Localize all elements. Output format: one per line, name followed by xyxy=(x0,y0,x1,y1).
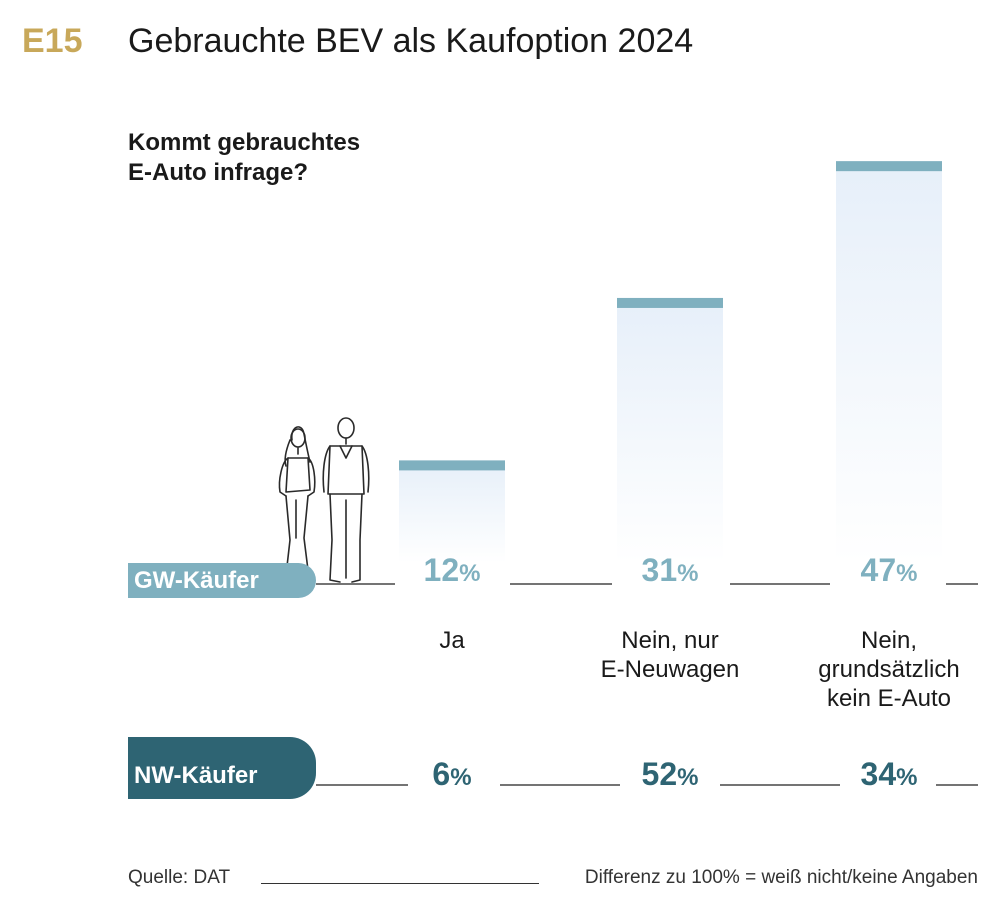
bar-2 xyxy=(617,297,723,563)
bar-cap-3 xyxy=(836,161,942,172)
bar-3 xyxy=(836,161,942,563)
nw-buyer-label: NW-Käufer xyxy=(128,737,316,799)
source-note: Quelle: DAT xyxy=(128,867,231,888)
question-line-2: E-Auto infrage? xyxy=(128,159,308,186)
category-label-2-line-2: E-Neuwagen xyxy=(600,656,740,683)
difference-note: Differenz zu 100% = weiß nicht/keine Ang… xyxy=(584,867,978,888)
category-label-3-line-1: Nein, xyxy=(860,627,918,654)
category-label-3-line-2: grundsätzlich xyxy=(818,656,960,683)
figure-code: E15 xyxy=(22,22,83,60)
category-label-2-line-1: Nein, nur xyxy=(621,627,719,654)
category-label-3: Nein, grundsätzlich kein E-Auto xyxy=(794,626,984,713)
gw-value-label-3: 47% xyxy=(860,552,918,588)
category-label-1-line-1: Ja xyxy=(439,627,465,654)
footer-divider xyxy=(261,883,539,884)
chart-question: Kommt gebrauchtes E-Auto infrage? xyxy=(128,128,428,188)
category-label-3-line-3: kein E-Auto xyxy=(826,685,952,712)
category-label-1: Ja xyxy=(357,626,547,655)
nw-value-label-1: 6% xyxy=(432,756,472,792)
gw-value-label-1: 12% xyxy=(423,552,481,588)
bar-1 xyxy=(399,460,505,563)
nw-value-label-2: 52% xyxy=(641,756,699,792)
nw-value-label-3: 34% xyxy=(860,756,918,792)
chart-title: Gebrauchte BEV als Kaufoption 2024 xyxy=(128,22,694,60)
gw-buyer-label: GW-Käufer xyxy=(128,563,316,598)
category-label-2: Nein, nur E-Neuwagen xyxy=(575,626,765,684)
question-line-1: Kommt gebrauchtes xyxy=(128,129,361,156)
bar-cap-2 xyxy=(617,297,723,308)
people-illustration-icon xyxy=(278,417,370,583)
gw-value-label-2: 31% xyxy=(641,552,699,588)
bar-cap-1 xyxy=(399,460,505,471)
